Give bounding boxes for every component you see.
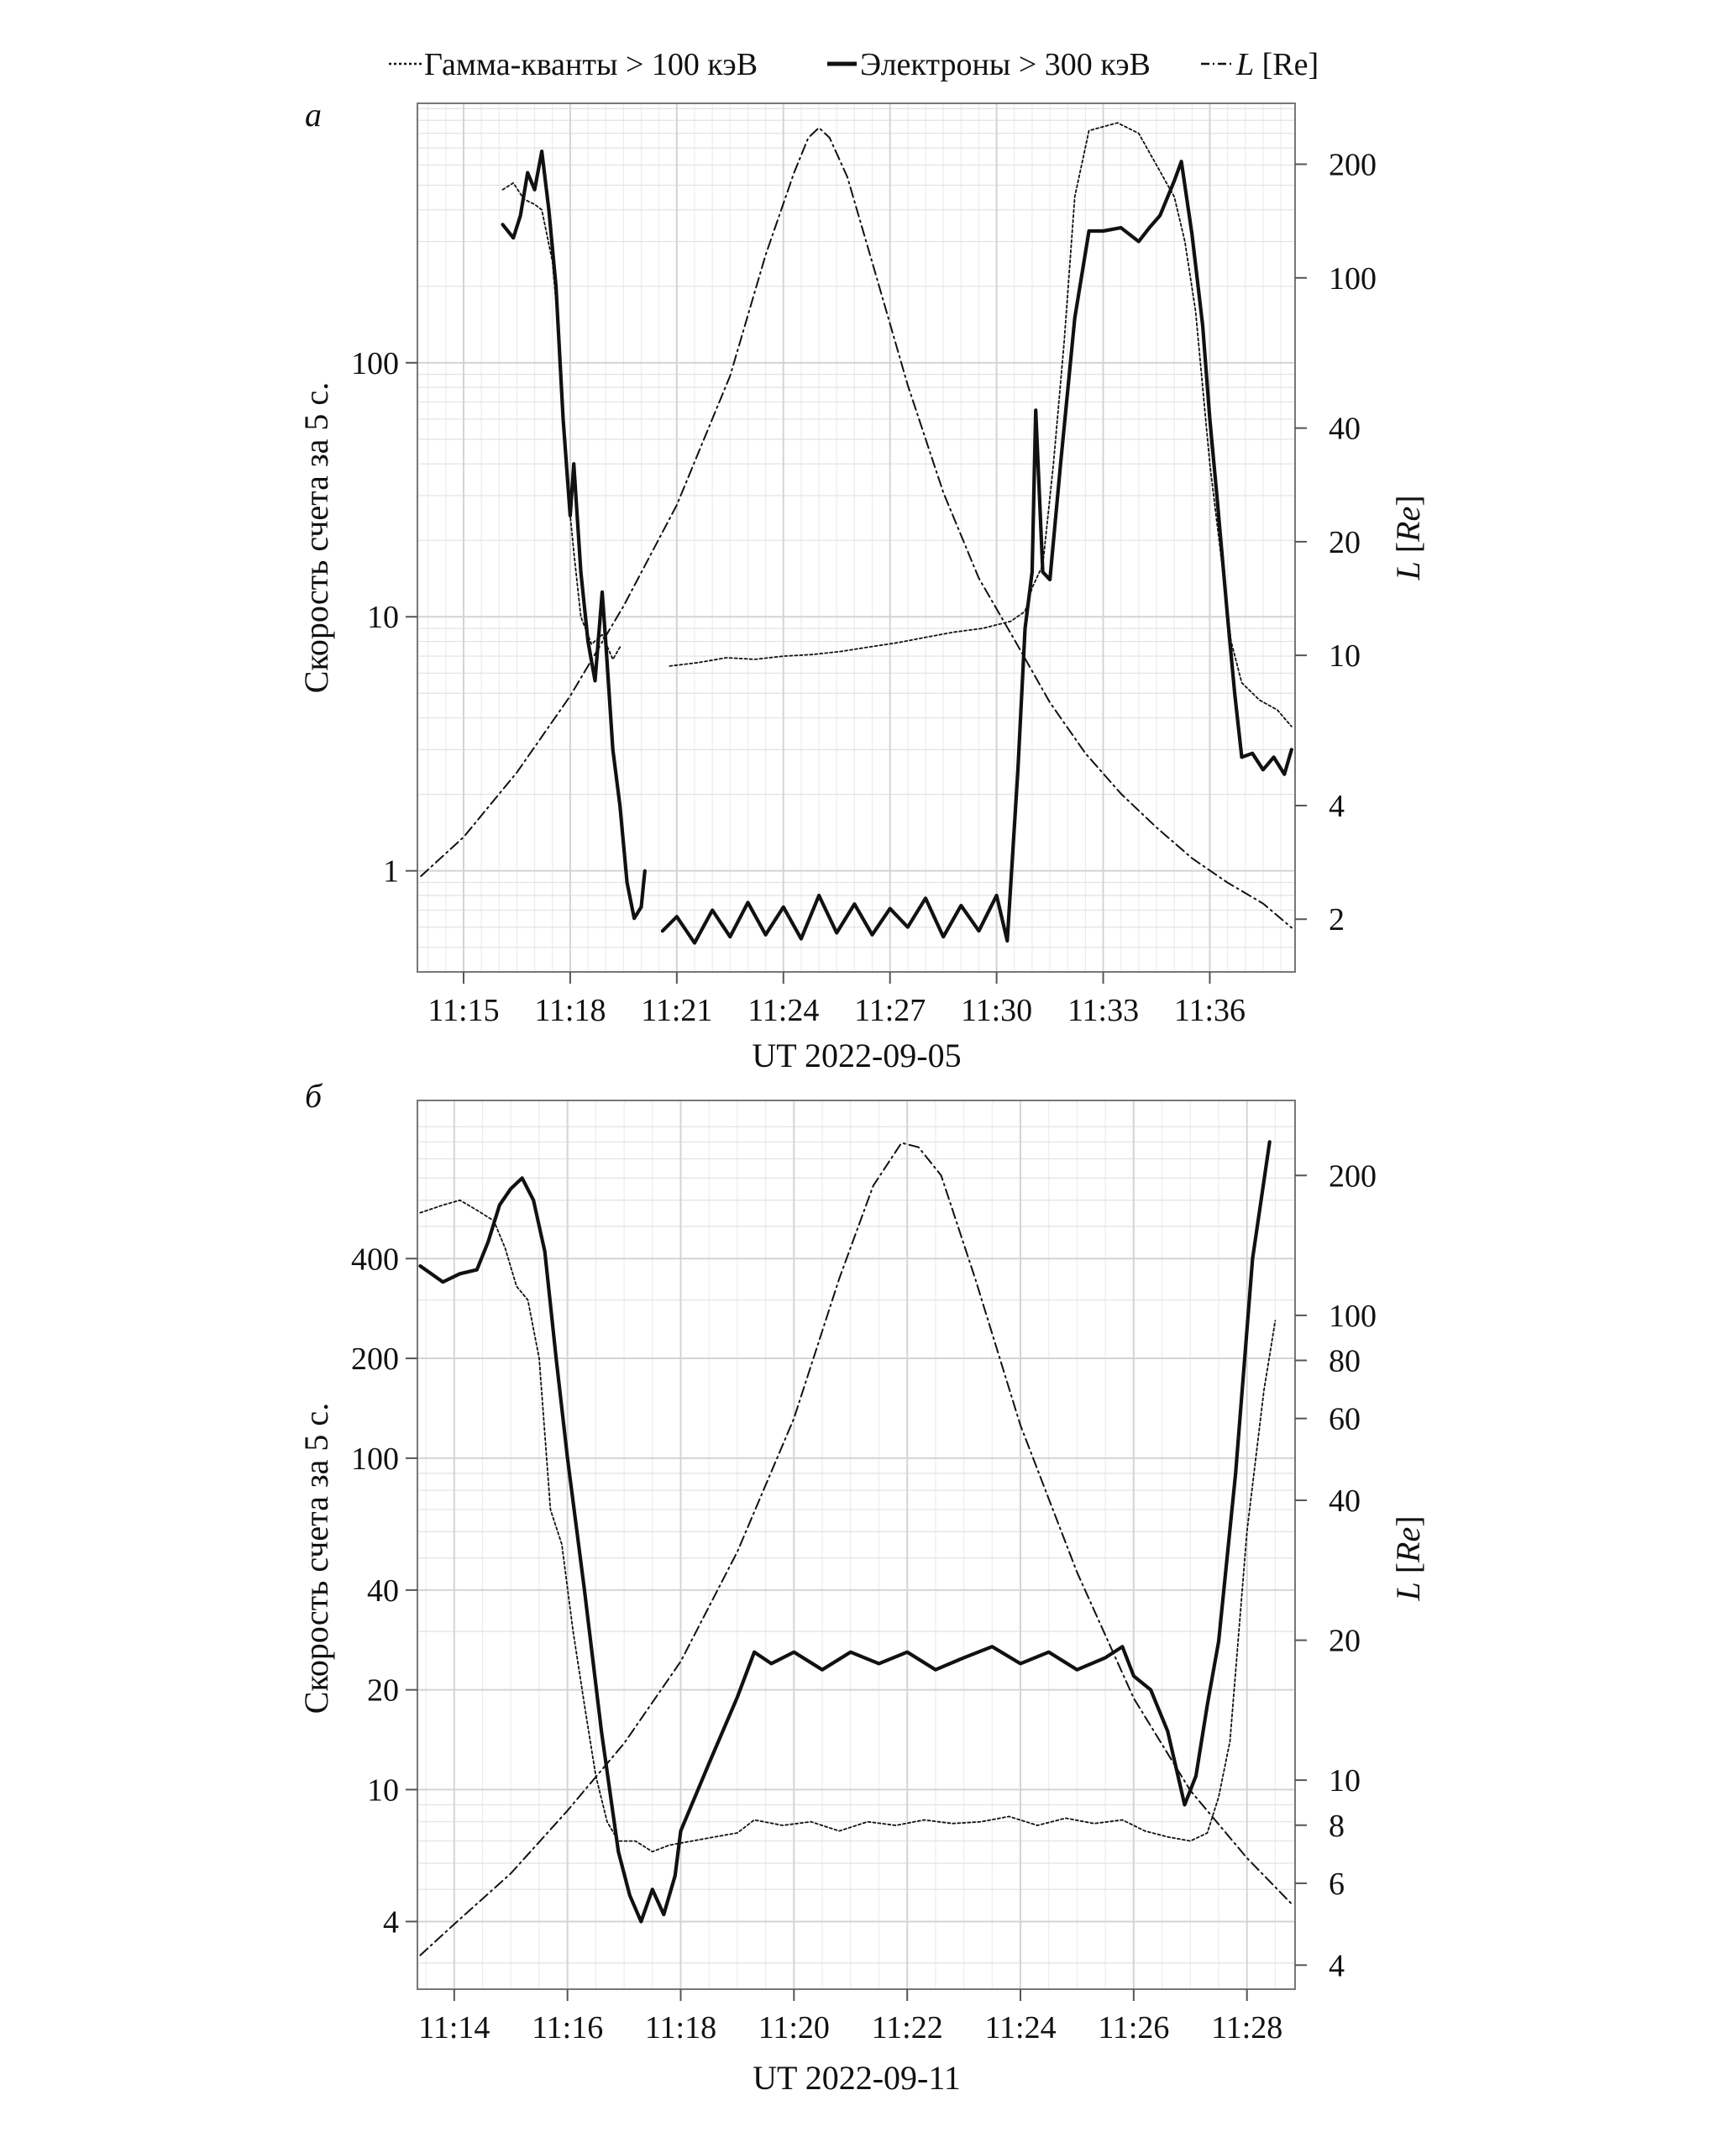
x-tick-label: 11:24 [747, 993, 819, 1028]
y2-tick-label: 4 [1329, 1948, 1345, 1983]
y2-tick-label: 100 [1329, 1299, 1377, 1334]
series-lines [420, 122, 1293, 945]
x-tick-label: 11:20 [758, 2010, 830, 2045]
y2-tick-label: 8 [1329, 1809, 1345, 1844]
y-axis-label: Скорость счета за 5 с. [297, 382, 335, 693]
x-tick-label: 11:33 [1067, 993, 1139, 1028]
x-axis: 11:15 11:18 11:21 11:24 11:27 11:30 11:33 11:36 [427, 972, 1246, 1028]
y2-tick-label: 4 [1329, 789, 1345, 824]
y2-tick-label: 60 [1329, 1402, 1361, 1437]
y2-tick-label: 20 [1329, 525, 1361, 560]
panel-b: б 11:14 11:16 11:18 11:20 11:22 11:24 11:26 11:… [297, 1077, 1427, 2097]
series-line-dotted [419, 1199, 1277, 1853]
y2-tick-label: 80 [1329, 1343, 1361, 1378]
x-tick-label: 11:24 [984, 2010, 1056, 2045]
series-line-solid [660, 160, 1293, 945]
legend-gamma-label: Гамма-кванты > 100 кэВ [424, 47, 758, 82]
x-tick-label: 11:28 [1211, 2010, 1282, 2045]
y-tick-label: 100 [351, 346, 399, 381]
y2-tick-label: 20 [1329, 1624, 1361, 1659]
y2-tick-label: 40 [1329, 1483, 1361, 1519]
series-line-solid [501, 150, 647, 921]
y2-tick-label: 40 [1329, 412, 1361, 447]
y-tick-label: 20 [367, 1673, 399, 1709]
y2-tick-label: 200 [1329, 1158, 1377, 1194]
x-axis-label: UT 2022-09-05 [752, 1037, 961, 1074]
y2-tick-label: 100 [1329, 261, 1377, 297]
y2-axis-label: L [Re] [1389, 1515, 1427, 1601]
series-lines [418, 1140, 1293, 1956]
series-line-dotted [669, 122, 1293, 727]
y2-tick-label: 6 [1329, 1867, 1345, 1902]
series-line-solid [418, 1140, 1272, 1924]
x-tick-label: 11:21 [641, 993, 712, 1028]
y-axis-left: 1 10 100 [351, 346, 417, 890]
x-tick-label: 11:14 [418, 2010, 490, 2045]
y-tick-label: 10 [367, 1772, 399, 1808]
x-tick-label: 11:16 [532, 2010, 603, 2045]
x-axis-label: UT 2022-09-11 [753, 2059, 961, 2097]
x-tick-label: 11:27 [854, 993, 926, 1028]
panel-label: б [305, 1077, 323, 1115]
series-line-dashdot [420, 127, 1293, 929]
y-axis-right: 4 6 8 10 20 40 60 80 100 200 [1295, 1158, 1377, 1983]
x-tick-label: 11:15 [427, 993, 499, 1028]
legend-lshell-label: L [Re] [1235, 47, 1319, 82]
x-tick-label: 11:36 [1174, 993, 1246, 1028]
x-tick-label: 11:26 [1098, 2010, 1169, 2045]
panel-label: а [305, 96, 322, 134]
x-tick-label: 11:18 [645, 2010, 716, 2045]
y2-tick-label: 10 [1329, 1763, 1361, 1799]
y-tick-label: 200 [351, 1342, 399, 1377]
y-tick-label: 10 [367, 600, 399, 635]
x-tick-label: 11:30 [961, 993, 1032, 1028]
plot-frame [417, 102, 1296, 973]
y2-tick-label: 10 [1329, 638, 1361, 674]
y-tick-label: 4 [383, 1904, 399, 1940]
y2-tick-label: 200 [1329, 148, 1377, 183]
y-axis-left: 4 10 20 40 100 200 400 [351, 1242, 417, 1940]
legend: Гамма-кванты > 100 кэВ Электроны > 300 к… [389, 47, 1319, 82]
y2-tick-label: 2 [1329, 902, 1345, 937]
series-line-dotted [501, 181, 621, 660]
plot-frame [417, 1100, 1296, 1990]
legend-electrons-label: Электроны > 300 кэВ [860, 47, 1151, 82]
x-tick-label: 11:22 [872, 2010, 943, 2045]
y-axis-label: Скорость счета за 5 с. [297, 1403, 335, 1714]
grid [417, 103, 1295, 973]
y-axis-right: 2 4 10 20 40 100 200 [1295, 148, 1377, 937]
y2-axis-label: L [Re] [1389, 495, 1427, 580]
series-line-dashdot [419, 1142, 1293, 1956]
y-tick-label: 1 [383, 854, 399, 890]
x-axis: 11:14 11:16 11:18 11:20 11:22 11:24 11:26 11:28 [418, 1989, 1282, 2045]
y-tick-label: 40 [367, 1573, 399, 1609]
panel-a: а 11:15 11:18 11:21 11:24 11:27 11:30 11:33 11:… [297, 96, 1427, 1074]
y-tick-label: 400 [351, 1242, 399, 1277]
x-tick-label: 11:18 [534, 993, 606, 1028]
y-tick-label: 100 [351, 1441, 399, 1477]
